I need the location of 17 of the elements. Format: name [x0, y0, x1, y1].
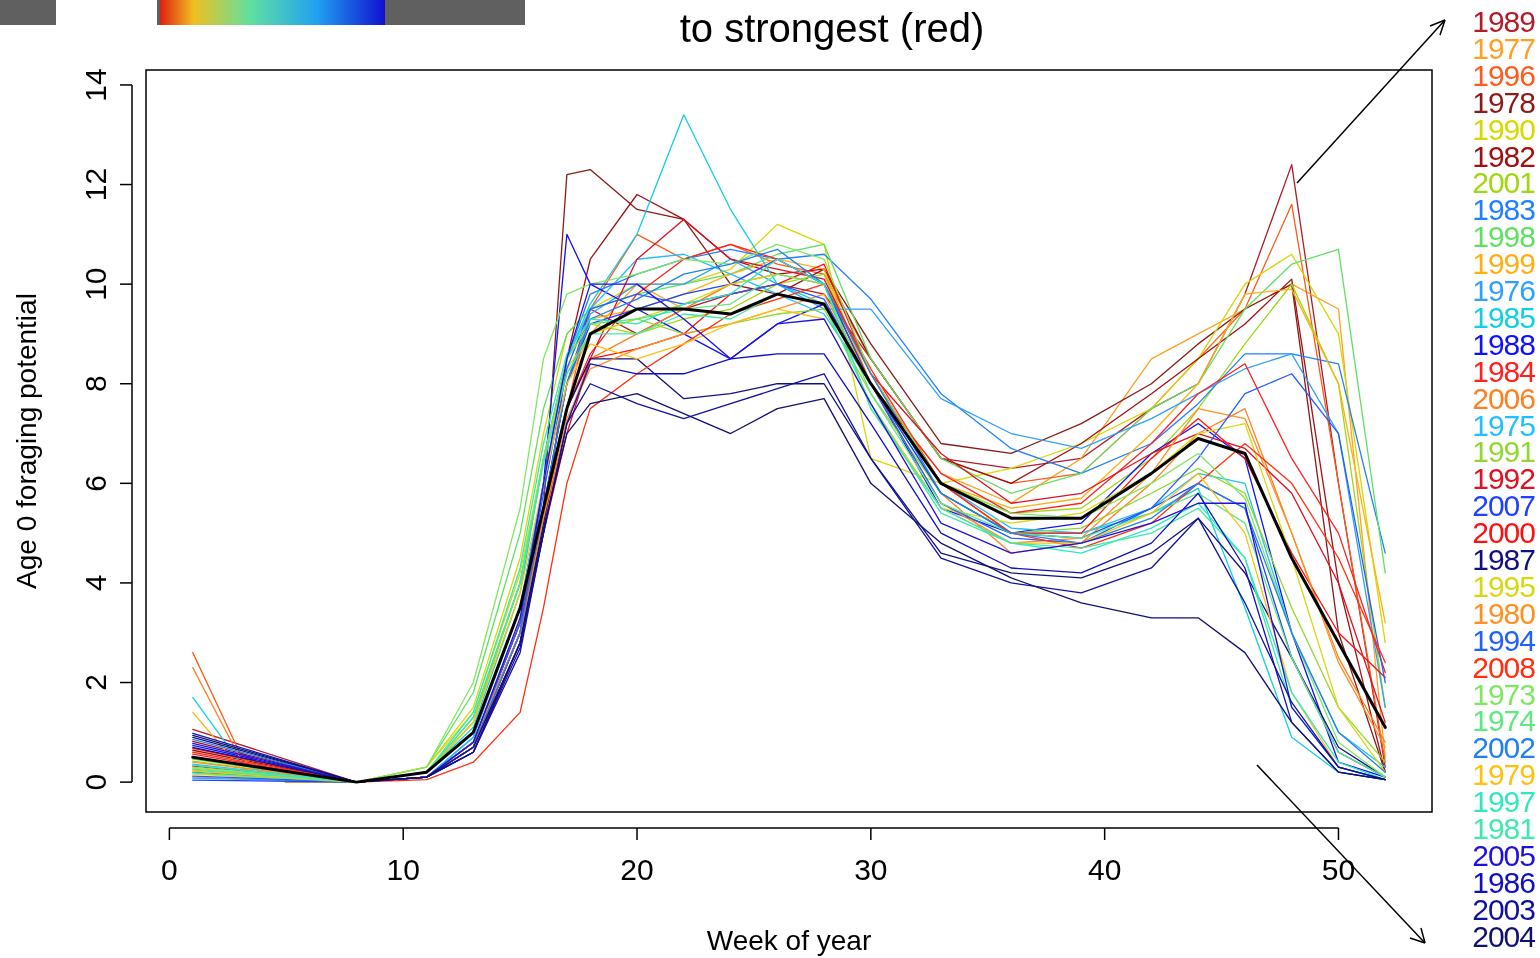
x-tick-label: 30	[854, 853, 888, 886]
x-tick-label: 20	[620, 853, 654, 886]
x-tick-label: 10	[386, 853, 420, 886]
chart-title: to strongest (red)	[679, 6, 985, 50]
x-axis-title: Week of year	[706, 925, 872, 956]
y-tick-label: 2	[79, 674, 112, 691]
y-tick-label: 10	[79, 267, 112, 301]
y-tick-label: 8	[79, 375, 112, 393]
x-tick-label: 0	[161, 853, 178, 886]
x-tick-label: 50	[1321, 853, 1356, 886]
x-tick-label: 40	[1087, 853, 1122, 886]
y-tick-label: 14	[79, 68, 112, 102]
y-tick-label: 12	[79, 167, 112, 202]
y-axis-title: Age 0 foraging potential	[11, 293, 42, 589]
y-tick-label: 6	[79, 474, 112, 492]
y-tick-label: 0	[79, 773, 112, 791]
y-tick-label: 4	[79, 574, 112, 592]
